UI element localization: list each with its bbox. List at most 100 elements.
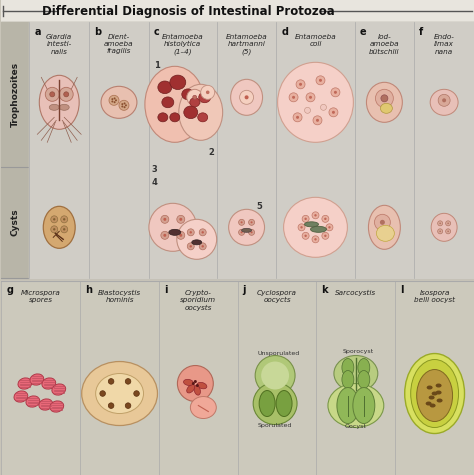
Ellipse shape <box>375 89 393 107</box>
Circle shape <box>124 106 126 108</box>
Circle shape <box>439 222 441 224</box>
Circle shape <box>316 76 325 85</box>
Circle shape <box>248 229 255 235</box>
Circle shape <box>381 95 388 102</box>
Text: Oocyst: Oocyst <box>345 424 367 429</box>
Ellipse shape <box>201 86 215 99</box>
Ellipse shape <box>353 388 375 424</box>
Circle shape <box>312 212 319 219</box>
Circle shape <box>199 243 206 250</box>
Ellipse shape <box>259 390 275 417</box>
Circle shape <box>312 236 319 243</box>
Ellipse shape <box>179 85 223 140</box>
Ellipse shape <box>342 359 354 377</box>
Ellipse shape <box>191 397 216 418</box>
Circle shape <box>241 221 243 223</box>
Text: e: e <box>359 27 366 37</box>
Ellipse shape <box>283 197 347 257</box>
Circle shape <box>313 116 322 125</box>
Circle shape <box>334 91 337 94</box>
Circle shape <box>206 91 210 94</box>
Circle shape <box>201 245 204 247</box>
Circle shape <box>298 224 305 231</box>
Ellipse shape <box>358 370 370 389</box>
Ellipse shape <box>170 75 186 89</box>
Ellipse shape <box>43 206 75 248</box>
Circle shape <box>447 222 449 224</box>
Circle shape <box>328 226 331 228</box>
Text: f: f <box>419 27 423 37</box>
Circle shape <box>125 104 127 106</box>
Circle shape <box>193 95 197 99</box>
Circle shape <box>187 243 194 250</box>
Ellipse shape <box>261 361 289 390</box>
Ellipse shape <box>276 390 292 417</box>
Circle shape <box>322 215 329 222</box>
Ellipse shape <box>162 97 174 108</box>
Ellipse shape <box>187 89 203 105</box>
Circle shape <box>124 103 126 104</box>
Ellipse shape <box>197 382 207 389</box>
Text: Isospora
belli oocyst: Isospora belli oocyst <box>414 290 455 304</box>
Ellipse shape <box>101 86 137 118</box>
Circle shape <box>241 231 243 233</box>
Circle shape <box>109 95 119 105</box>
Circle shape <box>164 234 166 237</box>
Circle shape <box>111 101 113 103</box>
Ellipse shape <box>194 385 201 395</box>
Text: Crypto-
sporidium
oocysts: Crypto- sporidium oocysts <box>180 290 217 311</box>
Ellipse shape <box>59 104 69 110</box>
Ellipse shape <box>430 89 458 115</box>
Circle shape <box>161 215 169 223</box>
Circle shape <box>61 226 68 233</box>
Text: Blastocystis
hominis: Blastocystis hominis <box>98 290 141 304</box>
Circle shape <box>245 95 248 99</box>
Ellipse shape <box>49 104 59 110</box>
Circle shape <box>134 391 139 396</box>
Circle shape <box>121 103 123 105</box>
Circle shape <box>121 105 123 107</box>
Text: l: l <box>400 285 404 295</box>
Ellipse shape <box>50 401 64 412</box>
Text: Trophozoites: Trophozoites <box>11 62 20 127</box>
Text: Dient-
amoeba
fragilis: Dient- amoeba fragilis <box>104 34 134 55</box>
Text: Entamoeba
histolytica
(1–4): Entamoeba histolytica (1–4) <box>162 34 204 55</box>
Ellipse shape <box>337 388 359 424</box>
Circle shape <box>332 111 335 114</box>
Circle shape <box>251 231 253 233</box>
Ellipse shape <box>253 382 297 425</box>
Text: d: d <box>282 27 289 37</box>
Circle shape <box>302 232 309 239</box>
Ellipse shape <box>278 62 354 142</box>
Ellipse shape <box>199 92 211 103</box>
Ellipse shape <box>436 390 442 395</box>
Ellipse shape <box>437 399 443 402</box>
Text: c: c <box>154 27 160 37</box>
Ellipse shape <box>52 384 66 395</box>
Circle shape <box>109 403 114 408</box>
Text: 1: 1 <box>154 61 160 70</box>
Circle shape <box>292 96 295 99</box>
Circle shape <box>299 83 302 86</box>
Circle shape <box>439 230 441 232</box>
Circle shape <box>324 218 327 220</box>
Circle shape <box>302 215 309 222</box>
Circle shape <box>179 234 182 237</box>
Circle shape <box>199 229 206 236</box>
Circle shape <box>115 99 117 101</box>
Ellipse shape <box>39 399 53 410</box>
Text: Microspora
spores: Microspora spores <box>21 290 61 303</box>
Circle shape <box>306 93 315 102</box>
Circle shape <box>438 221 443 226</box>
Ellipse shape <box>182 89 194 100</box>
Text: Cyclospora
oocycts: Cyclospora oocycts <box>257 290 297 304</box>
Circle shape <box>248 219 255 225</box>
Ellipse shape <box>438 95 450 106</box>
Circle shape <box>114 101 116 103</box>
Circle shape <box>161 231 169 239</box>
Circle shape <box>196 384 199 387</box>
Ellipse shape <box>410 360 458 428</box>
Circle shape <box>324 235 327 237</box>
Text: j: j <box>243 285 246 295</box>
Ellipse shape <box>304 222 319 227</box>
